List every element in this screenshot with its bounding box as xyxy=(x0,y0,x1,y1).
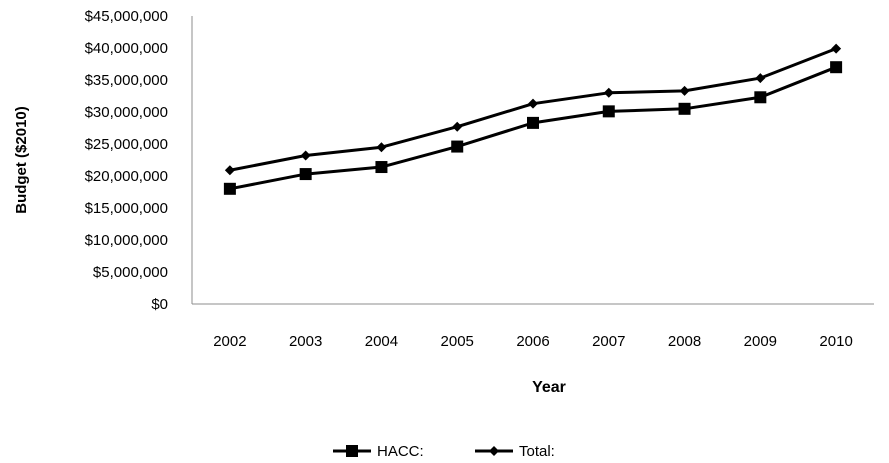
diamond-point-marker xyxy=(755,73,766,84)
y-tick-label: $45,000,000 xyxy=(85,8,168,25)
y-tick-label: $0 xyxy=(151,296,168,313)
diamond-point-marker xyxy=(300,150,311,161)
series-1 xyxy=(223,61,843,195)
x-tick-label: 2010 xyxy=(819,333,852,350)
legend-label: HACC: xyxy=(377,443,424,460)
square-point-marker xyxy=(754,91,767,104)
legend-item: HACC: xyxy=(333,443,424,460)
x-tick-label: 2005 xyxy=(441,333,474,350)
diamond-point-marker xyxy=(376,142,387,153)
x-tick-label: 2003 xyxy=(289,333,322,350)
y-axis-title: Budget ($2010) xyxy=(13,106,30,214)
diamond-point-marker xyxy=(528,98,538,109)
square-point-marker xyxy=(602,105,615,118)
legend: HACC: Total: xyxy=(333,443,555,460)
square-point-marker xyxy=(527,116,539,129)
square-point-marker xyxy=(830,61,843,74)
y-tick-label: $30,000,000 xyxy=(85,104,168,121)
series-line xyxy=(229,47,837,172)
y-tick-label: $25,000,000 xyxy=(85,136,168,153)
diamond-point-marker xyxy=(452,121,463,132)
x-tick-label: 2008 xyxy=(668,333,701,350)
y-tick-label: $10,000,000 xyxy=(85,232,168,249)
diamond-point-marker xyxy=(831,43,842,54)
legend-marker xyxy=(489,446,499,456)
y-tick-label: $40,000,000 xyxy=(85,40,168,57)
legend-marker xyxy=(346,445,358,457)
legend-item: Total: xyxy=(475,443,555,460)
x-tick-label: 2007 xyxy=(592,333,625,350)
y-tick-label: $5,000,000 xyxy=(93,264,168,281)
x-axis-title: Year xyxy=(532,379,566,396)
y-tick-label: $15,000,000 xyxy=(85,200,168,217)
square-point-marker xyxy=(678,102,691,115)
diamond-point-marker xyxy=(224,165,235,176)
legend-label: Total: xyxy=(519,443,555,460)
square-point-marker xyxy=(451,140,464,153)
x-tick-labels: 2002 2003 2004 2005 2006 2007 2008 2009 2010 xyxy=(213,333,853,350)
y-tick-label: $20,000,000 xyxy=(85,168,168,185)
square-point-marker xyxy=(299,168,312,181)
diamond-point-marker xyxy=(603,87,614,98)
x-tick-label: 2006 xyxy=(516,333,549,350)
square-point-marker xyxy=(223,182,236,195)
series-layer xyxy=(223,43,843,195)
x-tick-label: 2004 xyxy=(365,333,398,350)
diamond-point-marker xyxy=(679,85,690,96)
x-tick-label: 2002 xyxy=(213,333,246,350)
series-2 xyxy=(224,43,842,176)
x-tick-label: 2009 xyxy=(744,333,777,350)
square-point-marker xyxy=(375,161,388,174)
y-tick-label: $35,000,000 xyxy=(85,72,168,89)
y-tick-labels: $0 $5,000,000 $10,000,000 $15,000,000 $20,00… xyxy=(85,8,168,313)
